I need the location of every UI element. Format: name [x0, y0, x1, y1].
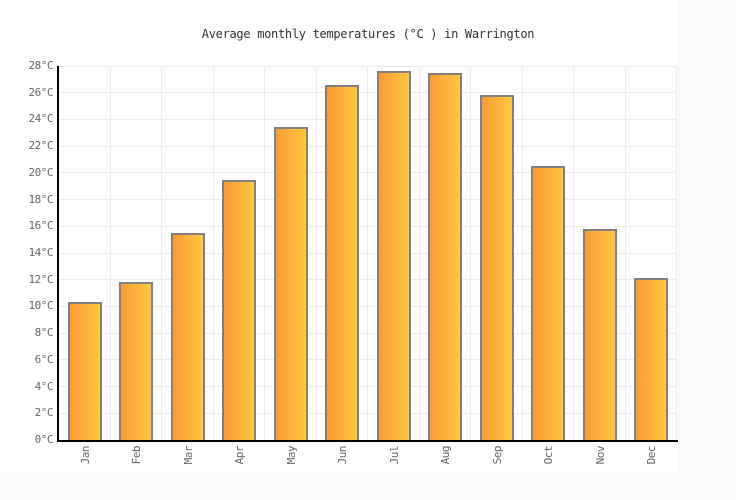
bar-aug — [428, 73, 463, 440]
y-tick-label-28: 28°C — [28, 59, 54, 72]
x-tick-label-may: May — [284, 446, 298, 465]
y-axis-line — [57, 66, 59, 442]
x-tick-label-dec: Dec — [645, 446, 658, 465]
y-tick-label-14: 14°C — [28, 246, 54, 259]
gridline-horizontal — [59, 412, 677, 414]
y-tick-label-24: 24°C — [28, 112, 54, 126]
y-tick-label-8: 8°C — [34, 326, 54, 340]
gridline-vertical — [109, 66, 111, 440]
gridline-horizontal — [59, 65, 677, 67]
y-tick-label-4: 4°C — [34, 379, 54, 393]
bar-feb — [119, 282, 154, 440]
x-tick-cell-apr: Apr — [214, 446, 266, 464]
x-tick-label-jun: Jun — [336, 446, 349, 465]
gridline-horizontal — [59, 386, 677, 388]
gridline-vertical — [264, 66, 265, 440]
x-tick-cell-jan: Jan — [59, 446, 111, 464]
x-tick-label-jan: Jan — [78, 446, 92, 465]
bar-oct — [531, 166, 566, 440]
x-tick-label-nov: Nov — [593, 446, 607, 465]
x-tick-cell-sep: Sep — [471, 446, 523, 464]
x-tick-cell-feb: Feb — [111, 446, 163, 464]
x-tick-cell-aug: Aug — [420, 446, 472, 464]
x-tick-label-oct: Oct — [542, 446, 555, 465]
gridline-vertical — [161, 66, 162, 440]
bar-sep — [479, 95, 514, 440]
gridline-vertical — [470, 66, 471, 440]
bar-dec — [634, 278, 669, 440]
bar-mar — [170, 233, 205, 440]
y-tick-label-6: 6°C — [34, 352, 54, 366]
chart-title: Average monthly temperatures (°C ) in Wa… — [201, 27, 535, 41]
gridline-vertical — [315, 66, 317, 440]
x-tick-cell-dec: Dec — [626, 446, 678, 464]
y-tick-label-20: 20°C — [28, 165, 54, 179]
y-tick-label-18: 18°C — [28, 192, 54, 206]
x-tick-cell-jul: Jul — [368, 446, 420, 464]
gridline-horizontal — [59, 172, 677, 174]
bar-apr — [222, 180, 257, 440]
bar-may — [273, 127, 308, 440]
bar-jan — [67, 302, 102, 440]
x-tick-cell-oct: Oct — [523, 446, 575, 464]
gridline-horizontal — [59, 279, 677, 281]
gridline-horizontal — [59, 252, 677, 254]
gridline-horizontal — [59, 225, 677, 227]
gridline-horizontal — [59, 118, 677, 120]
gridline-vertical — [573, 66, 574, 440]
y-tick-label-26: 26°C — [28, 85, 54, 99]
gridline-horizontal — [59, 332, 677, 334]
gridline-horizontal — [59, 359, 677, 361]
y-tick-label-10: 10°C — [28, 299, 54, 313]
bar-jul — [376, 71, 411, 440]
x-tick-cell-jun: Jun — [317, 446, 369, 464]
gridline-horizontal — [59, 199, 677, 201]
x-tick-label-aug: Aug — [439, 446, 452, 465]
y-tick-label-2: 2°C — [34, 406, 54, 420]
y-tick-label-16: 16°C — [28, 219, 54, 233]
gridline-horizontal — [59, 92, 677, 94]
bar-jun — [325, 85, 360, 440]
x-tick-cell-nov: Nov — [574, 446, 626, 464]
x-tick-label-feb: Feb — [130, 446, 143, 465]
x-axis-line — [57, 440, 678, 442]
gridline-vertical — [521, 66, 523, 440]
y-tick-label-22: 22°C — [28, 139, 54, 153]
y-tick-label-12: 12°C — [28, 272, 54, 286]
gridline-vertical — [624, 66, 626, 440]
x-tick-label-apr: Apr — [233, 446, 246, 465]
gridline-horizontal — [59, 145, 677, 147]
x-tick-cell-may: May — [265, 446, 317, 464]
x-tick-cell-mar: Mar — [162, 446, 214, 464]
bar-nov — [582, 229, 617, 440]
gridline-vertical — [367, 66, 368, 440]
x-tick-label-mar: Mar — [181, 446, 195, 465]
gridline-vertical — [212, 66, 214, 440]
gridline-horizontal — [59, 305, 677, 307]
gridline-vertical — [676, 66, 677, 440]
plot-area — [59, 65, 677, 440]
gridline-vertical — [418, 66, 420, 440]
x-tick-label-jul: Jul — [387, 446, 401, 465]
x-tick-label-sep: Sep — [490, 446, 504, 465]
y-tick-label-0: 0°C — [34, 433, 54, 446]
